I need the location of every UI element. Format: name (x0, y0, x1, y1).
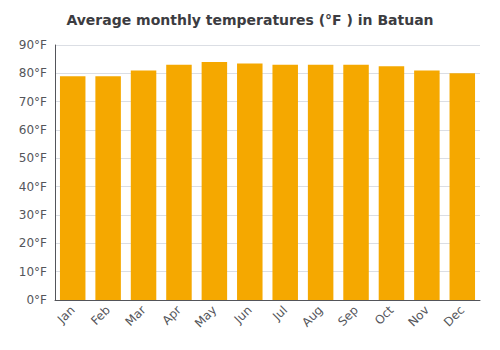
svg-text:Mar: Mar (123, 303, 149, 329)
svg-text:Feb: Feb (88, 303, 113, 328)
svg-text:Jul: Jul (269, 303, 290, 324)
svg-text:70°F: 70°F (19, 95, 47, 109)
svg-text:Aug: Aug (299, 303, 325, 329)
svg-text:Jun: Jun (231, 303, 255, 327)
svg-text:40°F: 40°F (19, 180, 47, 194)
svg-text:Oct: Oct (372, 303, 397, 328)
svg-text:May: May (192, 303, 219, 330)
svg-text:60°F: 60°F (19, 123, 47, 137)
svg-text:90°F: 90°F (19, 38, 47, 52)
svg-text:Apr: Apr (159, 303, 184, 328)
svg-text:Jan: Jan (54, 303, 78, 327)
svg-text:0°F: 0°F (26, 293, 47, 307)
svg-text:Sep: Sep (335, 303, 361, 329)
svg-text:Dec: Dec (441, 303, 467, 329)
svg-text:80°F: 80°F (19, 66, 47, 80)
svg-text:30°F: 30°F (19, 208, 47, 222)
svg-text:50°F: 50°F (19, 151, 47, 165)
svg-text:Average monthly temperatures (: Average monthly temperatures (°F ) in Ba… (66, 12, 433, 28)
svg-text:20°F: 20°F (19, 236, 47, 250)
svg-text:Nov: Nov (405, 303, 431, 329)
svg-text:10°F: 10°F (19, 265, 47, 279)
